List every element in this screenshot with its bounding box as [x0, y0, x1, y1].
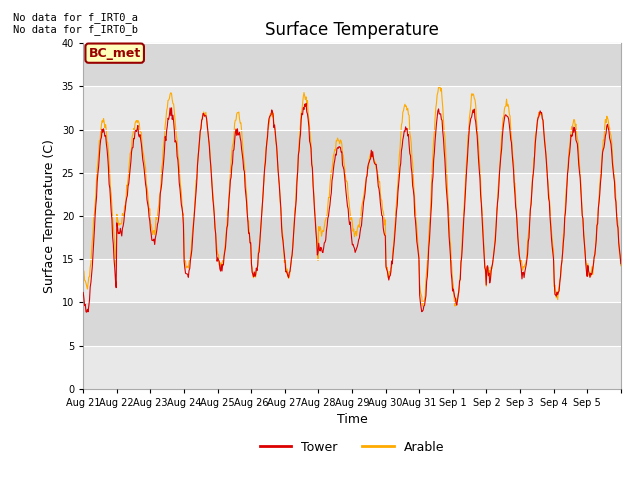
- Bar: [83, 43, 621, 86]
- Bar: [83, 216, 621, 259]
- Bar: [83, 259, 621, 302]
- Arable: [79, 267, 87, 273]
- Tower: [617, 261, 625, 266]
- Title: Surface Temperature: Surface Temperature: [265, 21, 439, 39]
- Arable: [408, 140, 415, 146]
- Bar: [83, 130, 621, 173]
- Tower: [242, 192, 250, 197]
- Line: Arable: Arable: [83, 86, 621, 306]
- Tower: [269, 109, 276, 115]
- Arable: [241, 171, 249, 177]
- Arable: [617, 263, 625, 269]
- Tower: [79, 289, 87, 295]
- Arable: [439, 105, 447, 110]
- Legend: Tower, Arable: Tower, Arable: [255, 435, 449, 458]
- Arable: [268, 111, 276, 117]
- Line: Tower: Tower: [83, 104, 621, 312]
- Arable: [288, 253, 296, 259]
- Arable: [143, 181, 150, 187]
- Bar: [83, 86, 621, 130]
- Y-axis label: Surface Temperature (C): Surface Temperature (C): [43, 139, 56, 293]
- Tower: [302, 101, 310, 107]
- Tower: [83, 309, 90, 315]
- Tower: [439, 129, 447, 134]
- Tower: [143, 197, 151, 203]
- Bar: [83, 173, 621, 216]
- Tower: [289, 244, 296, 250]
- Text: No data for f_IRT0_a
No data for f_IRT0_b: No data for f_IRT0_a No data for f_IRT0_…: [13, 12, 138, 36]
- Bar: [83, 302, 621, 346]
- X-axis label: Time: Time: [337, 413, 367, 426]
- Arable: [419, 303, 426, 309]
- Tower: [409, 183, 417, 189]
- Text: BC_met: BC_met: [88, 47, 141, 60]
- Bar: [83, 346, 621, 389]
- Arable: [436, 83, 444, 89]
